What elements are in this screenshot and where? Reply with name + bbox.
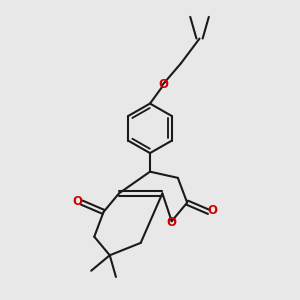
Text: O: O xyxy=(158,79,168,92)
Text: O: O xyxy=(166,216,176,229)
Text: O: O xyxy=(73,195,83,208)
Text: O: O xyxy=(208,205,218,218)
